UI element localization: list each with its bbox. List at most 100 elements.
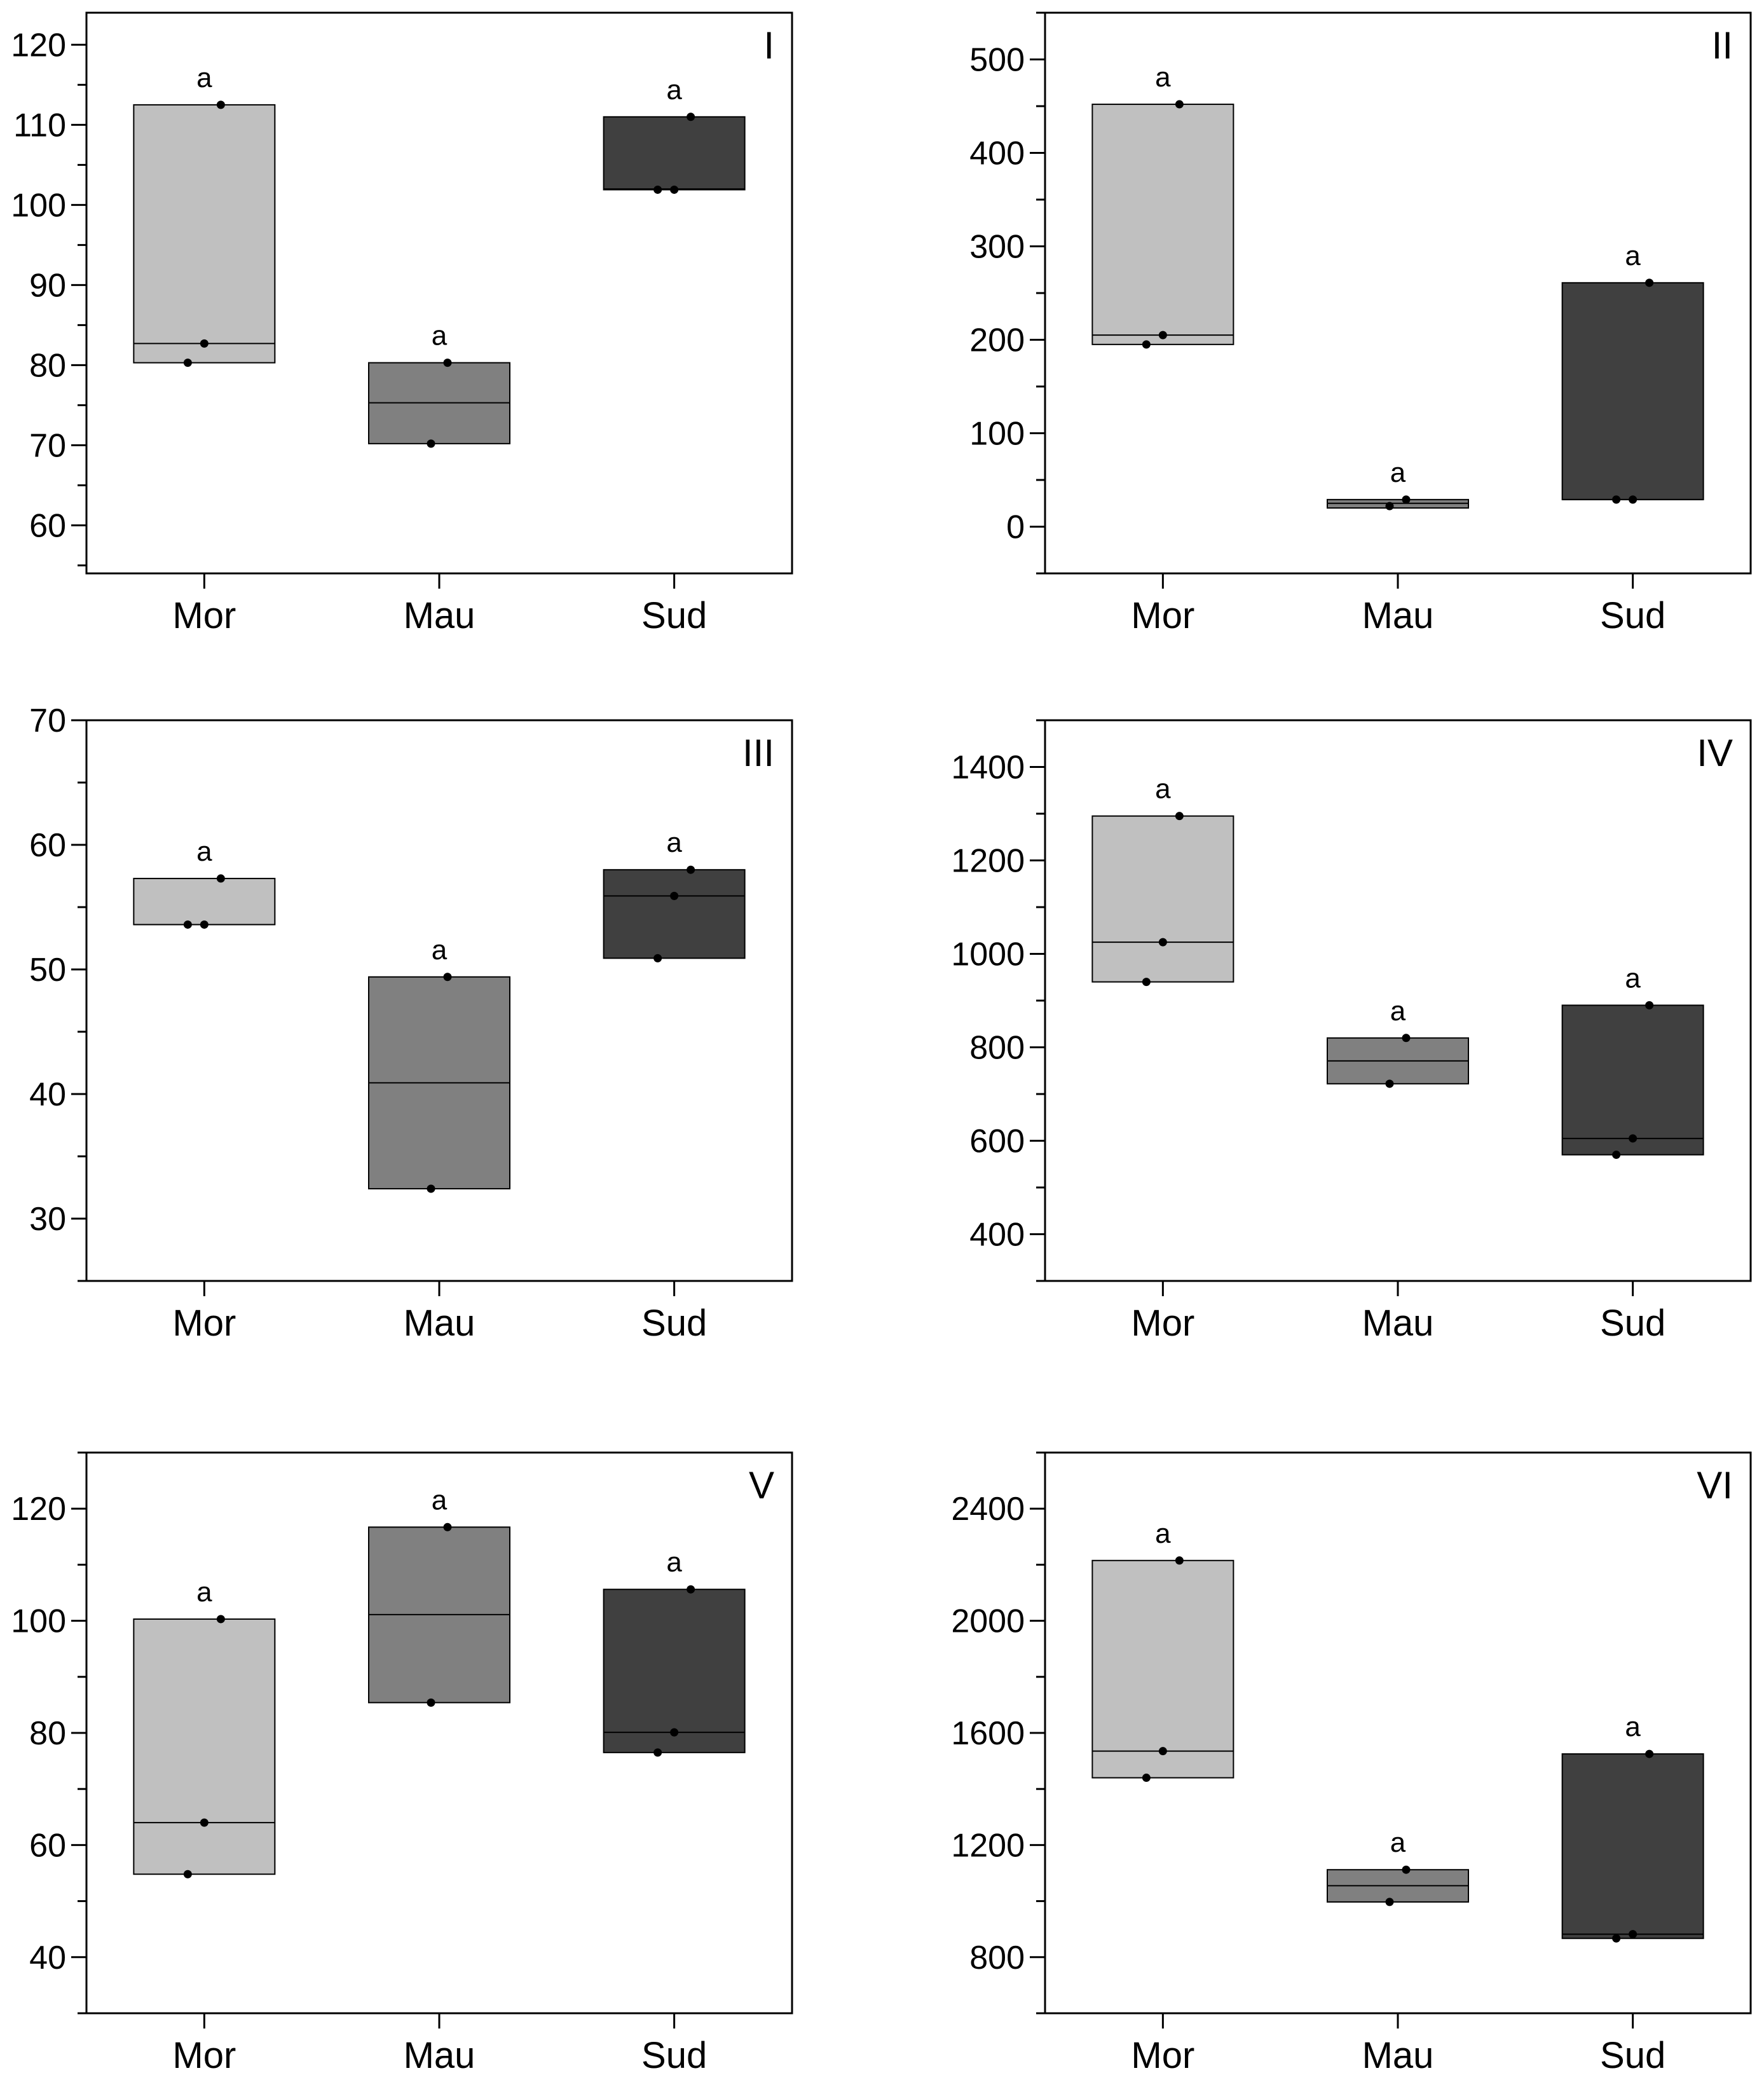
chart-panel-6: 800 1200 1600 2000 2400 Mor Mau Sud VI a a a xyxy=(951,1451,1752,2076)
significance-letter: a xyxy=(196,836,212,867)
data-point xyxy=(1158,938,1167,947)
y-tick-label: 400 xyxy=(969,1217,1025,1254)
box-rect xyxy=(603,116,746,191)
x-tick-label: Sud xyxy=(641,595,707,636)
data-point xyxy=(443,359,452,367)
y-tick-label: 80 xyxy=(29,1715,66,1752)
significance-letter: a xyxy=(1625,962,1641,994)
x-tick-label: Mau xyxy=(1362,2035,1434,2076)
box-sud: a xyxy=(603,74,746,194)
significance-letter: a xyxy=(1625,240,1641,271)
panel-label: III xyxy=(742,732,774,774)
box-mau: a xyxy=(1327,996,1469,1088)
data-point xyxy=(1402,1865,1411,1874)
x-tick-label: Mor xyxy=(172,2035,236,2076)
data-point xyxy=(183,920,192,929)
box-mau: a xyxy=(368,1484,510,1707)
x-tick-label: Sud xyxy=(1600,1303,1665,1344)
y-tick-label: 1200 xyxy=(951,843,1025,880)
panel-label: V xyxy=(749,1464,774,1507)
data-point xyxy=(200,920,209,929)
data-point xyxy=(1158,331,1167,339)
box-rect xyxy=(1561,1753,1704,1940)
data-point xyxy=(443,1522,452,1531)
data-point xyxy=(183,1870,192,1878)
y-tick-label: 40 xyxy=(29,1076,66,1113)
box-sud: a xyxy=(1561,240,1704,504)
chart-panel-2: 0 100 200 300 400 500 Mor Mau Sud II a a a xyxy=(969,11,1752,636)
panel-label: VI xyxy=(1697,1464,1733,1507)
data-point xyxy=(427,1698,435,1707)
data-point xyxy=(1645,1749,1654,1758)
box-sud: a xyxy=(1561,1711,1704,1943)
y-tick-label: 90 xyxy=(29,267,66,304)
data-point xyxy=(687,113,695,121)
significance-letter: a xyxy=(196,1577,212,1608)
box-mau: a xyxy=(1327,1827,1469,1906)
data-point xyxy=(216,874,225,883)
data-point xyxy=(200,1818,209,1827)
y-tick-label: 50 xyxy=(29,952,66,989)
data-point xyxy=(1142,340,1151,349)
y-tick-label: 800 xyxy=(969,1030,1025,1067)
x-tick-label: Mau xyxy=(404,595,475,636)
y-tick-label: 70 xyxy=(29,702,66,739)
significance-letter: a xyxy=(1390,457,1406,488)
box-mau: a xyxy=(368,934,510,1193)
box-mau: a xyxy=(1327,457,1469,510)
data-point xyxy=(653,954,662,962)
y-tick-label: 80 xyxy=(29,347,66,384)
data-point xyxy=(1402,1034,1411,1043)
significance-letter: a xyxy=(432,934,448,966)
data-point xyxy=(427,1184,435,1193)
x-tick-label: Sud xyxy=(1600,595,1665,636)
box-rect xyxy=(1561,282,1704,500)
y-tick-label: 500 xyxy=(969,42,1025,79)
panel-label: IV xyxy=(1697,732,1733,774)
box-mor: a xyxy=(1091,1518,1234,1782)
significance-letter: a xyxy=(1155,62,1171,93)
data-point xyxy=(687,1585,695,1594)
data-point xyxy=(670,891,679,900)
data-point xyxy=(216,1615,225,1624)
box-rect xyxy=(133,104,276,364)
y-tick-label: 70 xyxy=(29,427,66,464)
data-point xyxy=(1612,1151,1621,1160)
y-tick-label: 60 xyxy=(29,827,66,864)
data-point xyxy=(1175,100,1184,109)
chart-panel-1: 60 70 80 90 100 110 120 Mor Mau Sud Ia a a xyxy=(11,11,793,636)
data-point xyxy=(427,439,435,448)
box-mor: a xyxy=(133,1577,276,1878)
significance-letter: a xyxy=(1390,996,1406,1027)
box-mor: a xyxy=(133,62,276,367)
data-point xyxy=(1142,978,1151,987)
data-point xyxy=(687,865,695,874)
significance-letter: a xyxy=(1155,774,1171,805)
significance-letter: a xyxy=(1625,1711,1641,1742)
significance-letter: a xyxy=(666,74,682,106)
x-tick-label: Mau xyxy=(404,1303,475,1344)
data-point xyxy=(1645,1001,1654,1009)
box-rect xyxy=(1561,1004,1704,1156)
y-tick-label: 1200 xyxy=(951,1827,1025,1864)
box-sud: a xyxy=(1561,962,1704,1160)
x-tick-label: Mor xyxy=(172,595,236,636)
data-point xyxy=(653,185,662,194)
panel-label: I xyxy=(763,24,774,67)
y-tick-label: 1400 xyxy=(951,749,1025,786)
box-rect xyxy=(1091,104,1234,345)
data-point xyxy=(1612,1934,1621,1943)
data-point xyxy=(1158,1747,1167,1756)
y-tick-label: 0 xyxy=(1006,509,1025,546)
data-point xyxy=(670,185,679,194)
box-rect xyxy=(603,1589,746,1753)
data-point xyxy=(1629,495,1638,504)
data-point xyxy=(1142,1774,1151,1782)
y-tick-label: 60 xyxy=(29,1827,66,1864)
data-point xyxy=(653,1748,662,1757)
y-tick-label: 600 xyxy=(969,1123,1025,1160)
y-tick-label: 100 xyxy=(11,187,66,224)
data-point xyxy=(1629,1134,1638,1143)
data-point xyxy=(1175,1556,1184,1565)
y-tick-label: 800 xyxy=(969,1940,1025,1976)
